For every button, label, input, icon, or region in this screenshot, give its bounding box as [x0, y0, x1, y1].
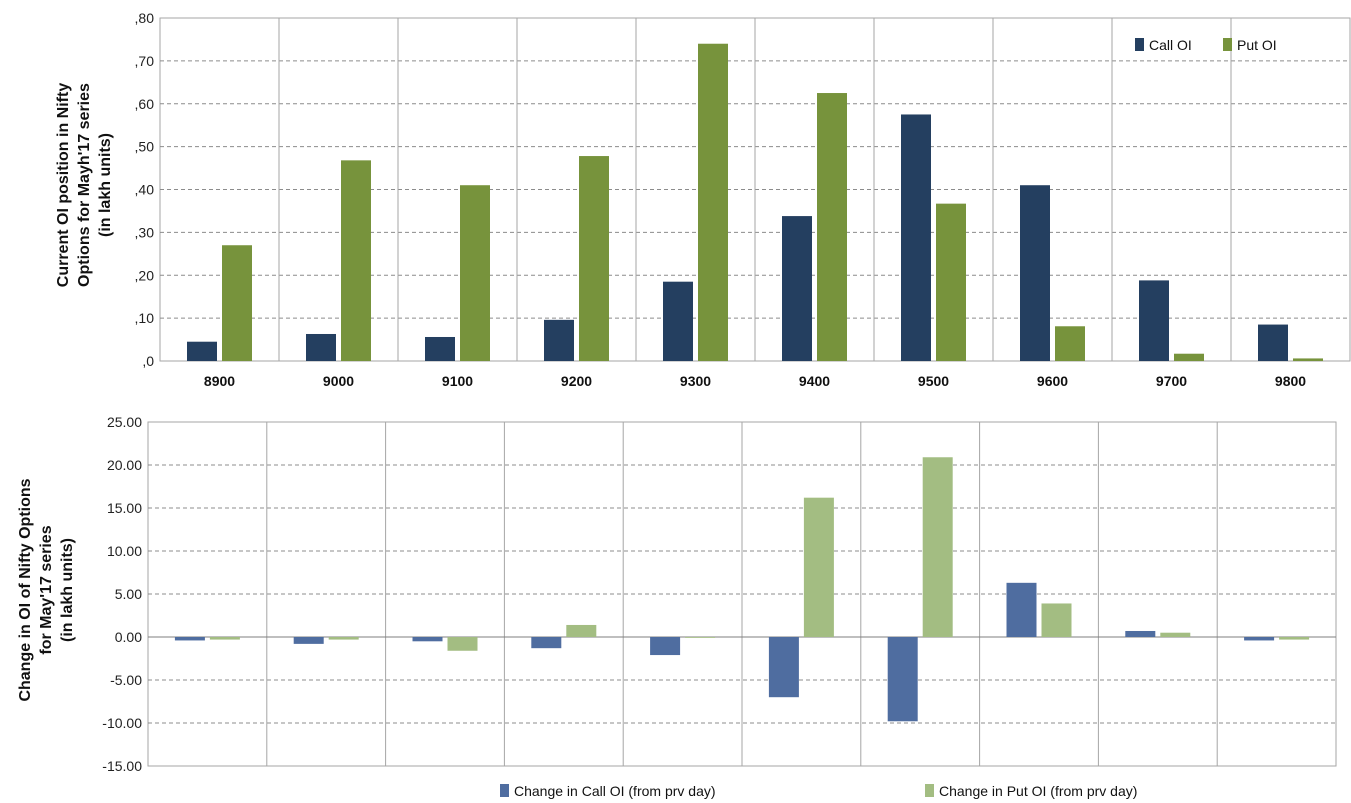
- y-tick-label: ,60: [135, 96, 155, 112]
- x-category-label: 9600: [1037, 373, 1068, 389]
- y-tick-label: 10.00: [107, 543, 142, 559]
- y-tick-label: ,30: [135, 224, 155, 240]
- y-tick-label: ,20: [135, 267, 155, 283]
- y-axis-title-line: Current OI position in Nifty: [55, 83, 72, 288]
- bar-put-9100: [447, 637, 478, 651]
- bar-put-8900: [209, 637, 240, 640]
- legend-label: Call OI: [1149, 37, 1192, 53]
- bar-put-9700: [1160, 632, 1191, 637]
- y-tick-label: 5.00: [115, 586, 142, 602]
- bar-call-9200: [531, 637, 562, 649]
- bar-call-9200: [544, 319, 574, 361]
- bar-call-9000: [306, 333, 336, 361]
- bar-call-9800: [1258, 324, 1288, 361]
- x-category-label: 9200: [561, 373, 592, 389]
- bar-put-8900: [222, 245, 252, 361]
- bar-put-9000: [328, 637, 359, 640]
- y-axis-title: Current OI position in Nifty Options for …: [55, 83, 114, 288]
- y-tick-label: 20.00: [107, 457, 142, 473]
- y-tick-label: 15.00: [107, 500, 142, 516]
- bar-put-9300: [685, 637, 716, 638]
- legend-swatch: [925, 784, 934, 797]
- bar-put-9600: [1055, 326, 1085, 361]
- bar-call-9300: [650, 637, 681, 656]
- legend-label: Change in Put OI (from prv day): [939, 783, 1137, 799]
- legend-swatch: [1135, 38, 1144, 51]
- bar-call-9400: [768, 637, 799, 698]
- x-category-label: 9500: [918, 373, 949, 389]
- bar-put-9800: [1279, 637, 1310, 640]
- y-tick-label: -5.00: [110, 672, 142, 688]
- legend-label: Put OI: [1237, 37, 1277, 53]
- x-category-label: 9300: [680, 373, 711, 389]
- bar-call-9800: [1244, 637, 1275, 641]
- y-axis-title-line: (in lakh units): [97, 133, 114, 237]
- y-tick-label: ,80: [135, 10, 155, 26]
- bar-call-9000: [293, 637, 324, 644]
- bar-call-8900: [187, 341, 217, 361]
- y-tick-label: -15.00: [102, 758, 142, 774]
- y-tick-label: ,40: [135, 182, 155, 198]
- bar-put-9700: [1174, 353, 1204, 361]
- bar-put-9000: [341, 160, 371, 361]
- bar-call-9100: [412, 637, 443, 642]
- x-category-label: 8900: [204, 373, 235, 389]
- y-tick-label: 0.00: [115, 629, 142, 645]
- bar-put-9400: [817, 93, 847, 361]
- bar-put-9100: [460, 185, 490, 361]
- y-axis-title-line: (in lakh units): [59, 538, 76, 642]
- bar-call-9600: [1006, 582, 1037, 637]
- bar-call-9400: [782, 216, 812, 361]
- bar-call-9500: [901, 114, 931, 361]
- x-category-label: 9800: [1275, 373, 1306, 389]
- x-category-label: 9400: [799, 373, 830, 389]
- current-oi-chart: ,0 ,10 ,20 ,30 ,40 ,50 ,60 ,70 ,80 8900 9000 9100 92…: [55, 10, 1351, 389]
- bar-call-9500: [887, 637, 918, 722]
- y-axis-title: Change in OI of Nifty Options for May'17 …: [17, 478, 76, 701]
- bar-put-9500: [922, 457, 953, 637]
- bar-call-8900: [174, 637, 205, 641]
- bar-put-9200: [579, 156, 609, 361]
- legend-swatch: [500, 784, 509, 797]
- bar-put-9300: [698, 43, 728, 361]
- x-category-label: 9100: [442, 373, 473, 389]
- bar-put-9500: [936, 203, 966, 361]
- bar-call-9100: [425, 336, 455, 361]
- bar-put-9800: [1293, 358, 1323, 361]
- y-tick-label: 25.00: [107, 414, 142, 430]
- bar-put-9400: [803, 497, 834, 637]
- legend-label: Change in Call OI (from prv day): [514, 783, 716, 799]
- legend-swatch: [1223, 38, 1232, 51]
- legend: Call OI Put OI: [1135, 37, 1277, 53]
- y-tick-label: ,10: [135, 310, 155, 326]
- bar-call-9700: [1139, 280, 1169, 361]
- bar-put-9600: [1041, 603, 1072, 637]
- y-tick-label: -10.00: [102, 715, 142, 731]
- y-axis-title-line: Change in OI of Nifty Options: [17, 478, 34, 701]
- bar-call-9700: [1125, 630, 1156, 637]
- y-tick-label: ,50: [135, 139, 155, 155]
- x-category-label: 9000: [323, 373, 354, 389]
- bar-put-9200: [566, 624, 597, 637]
- bar-call-9300: [663, 281, 693, 361]
- y-axis-title-line: Options for Mayh'17 series: [76, 83, 93, 287]
- legend: Change in Call OI (from prv day) Change i…: [500, 783, 1137, 799]
- y-tick-label: ,0: [142, 353, 154, 369]
- x-category-label: 9700: [1156, 373, 1187, 389]
- change-in-oi-chart: -15.00 -10.00 -5.00 0.00 5.00 10.00 15.00 20.00…: [17, 414, 1337, 799]
- y-axis-title-line: for May'17 series: [38, 525, 55, 654]
- bar-call-9600: [1020, 185, 1050, 361]
- y-tick-label: ,70: [135, 53, 155, 69]
